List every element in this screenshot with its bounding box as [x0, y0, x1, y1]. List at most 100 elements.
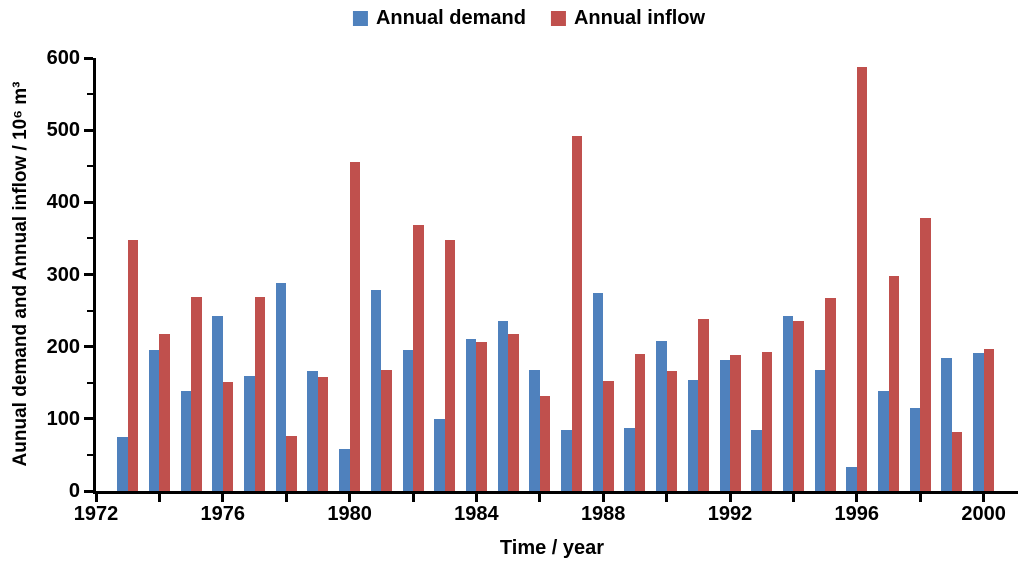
bar-inflow-1975: [191, 296, 202, 491]
bar-demand-1998: [909, 408, 921, 491]
x-tick-label-1980: 1980: [327, 503, 372, 525]
y-minor-tick-50: [87, 453, 93, 456]
bar-inflow-1980: [349, 161, 361, 491]
bar-inflow-1981: [381, 370, 392, 491]
bar-demand-1986: [529, 369, 540, 491]
bar-inflow-1983: [444, 239, 456, 491]
bar-demand-1973: [117, 436, 128, 491]
x-tick-1986: [538, 494, 542, 502]
bar-demand-1985: [497, 321, 509, 491]
x-tick-1992: [728, 494, 732, 502]
bar-demand-1992: [719, 359, 730, 491]
bar-inflow-1977: [254, 296, 265, 491]
bar-demand-1977: [244, 375, 255, 491]
bar-demand-1981: [370, 290, 382, 491]
bar-inflow-1986: [539, 395, 551, 491]
y-tick-label-200: 200: [46, 335, 80, 358]
bar-demand-1984: [465, 339, 477, 491]
bar-demand-1990: [656, 340, 667, 491]
y-tick-500: [84, 128, 93, 132]
bar-demand-1995: [814, 369, 826, 491]
bar-demand-1983: [434, 418, 445, 491]
y-minor-tick-350: [87, 237, 93, 240]
x-tick-1982: [411, 494, 415, 502]
bar-demand-1989: [624, 427, 635, 491]
bar-inflow-1995: [825, 297, 836, 491]
x-tick-1990: [665, 494, 669, 502]
bar-inflow-1974: [159, 334, 170, 491]
y-tick-600: [84, 56, 93, 60]
bar-demand-1991: [687, 379, 699, 491]
bar-demand-1976: [212, 315, 223, 491]
x-tick-1994: [791, 494, 795, 502]
y-tick-100: [84, 417, 93, 421]
bar-demand-1979: [307, 371, 318, 491]
bar-inflow-1982: [413, 225, 424, 491]
bar-inflow-1979: [317, 376, 329, 491]
bar-inflow-1989: [634, 353, 646, 491]
bar-inflow-1987: [571, 135, 582, 491]
bar-demand-1974: [148, 349, 160, 491]
bar-inflow-1990: [666, 371, 678, 491]
x-tick-label-1976: 1976: [200, 503, 246, 525]
bar-demand-1997: [878, 390, 889, 491]
y-tick-label-600: 600: [46, 47, 80, 69]
bar-demand-1988: [592, 293, 604, 491]
x-tick-1978: [284, 494, 288, 502]
y-tick-label-300: 300: [46, 263, 80, 286]
bar-inflow-1998: [920, 218, 931, 491]
x-tick-1984: [474, 494, 478, 502]
x-tick-label-1988: 1988: [580, 503, 626, 525]
legend-swatch-demand-icon: [352, 11, 368, 26]
y-minor-tick-450: [87, 165, 93, 168]
x-tick-label-1972: 1972: [73, 503, 119, 525]
x-tick-1996: [855, 494, 859, 502]
y-minor-tick-150: [87, 381, 93, 384]
bar-inflow-1993: [761, 352, 773, 491]
x-tick-1974: [157, 494, 161, 502]
y-tick-label-500: 500: [46, 119, 80, 142]
bar-inflow-1994: [793, 320, 804, 491]
x-tick-1972: [94, 494, 98, 502]
bar-demand-1975: [180, 390, 192, 491]
bar-demand-1978: [275, 283, 287, 491]
bar-inflow-1985: [508, 333, 519, 491]
bar-inflow-1996: [856, 67, 868, 491]
y-tick-200: [84, 345, 93, 349]
x-tick-label-2000: 2000: [961, 503, 1006, 525]
y-tick-300: [84, 273, 93, 276]
bar-inflow-1992: [730, 355, 741, 491]
x-tick-1988: [601, 494, 605, 502]
bar-demand-1980: [339, 449, 350, 491]
bar-inflow-1997: [888, 275, 899, 491]
bar-inflow-1978: [286, 436, 297, 491]
legend-item-annual-inflow: Annual inflow: [550, 7, 706, 30]
legend-swatch-inflow-icon: [550, 11, 566, 26]
x-tick-1980: [348, 494, 352, 502]
y-tick-0: [84, 489, 93, 493]
x-tick-label-1996: 1996: [834, 503, 880, 525]
bar-demand-1999: [941, 358, 952, 491]
bar-demand-1996: [846, 467, 857, 491]
x-tick-1976: [221, 494, 225, 502]
x-tick-label-1984: 1984: [454, 503, 499, 525]
bar-inflow-1973: [127, 239, 139, 491]
bar-demand-2000: [973, 353, 984, 491]
bar-inflow-2000: [983, 348, 995, 491]
x-axis-title: Time / year: [499, 537, 605, 559]
bar-demand-1987: [561, 429, 572, 491]
y-tick-label-400: 400: [46, 191, 80, 214]
x-tick-1998: [918, 494, 922, 502]
y-tick-label-100: 100: [46, 407, 80, 430]
bar-demand-1982: [402, 349, 413, 491]
y-tick-400: [84, 200, 93, 204]
legend-label-annual-demand: Annual demand: [375, 7, 526, 29]
bar-inflow-1991: [698, 319, 709, 491]
x-tick-2000: [982, 494, 986, 502]
bar-inflow-1988: [603, 381, 614, 491]
y-tick-label-0: 0: [68, 480, 80, 502]
y-minor-tick-550: [87, 93, 93, 96]
legend-label-annual-inflow: Annual inflow: [573, 7, 706, 29]
bar-inflow-1999: [951, 431, 963, 491]
